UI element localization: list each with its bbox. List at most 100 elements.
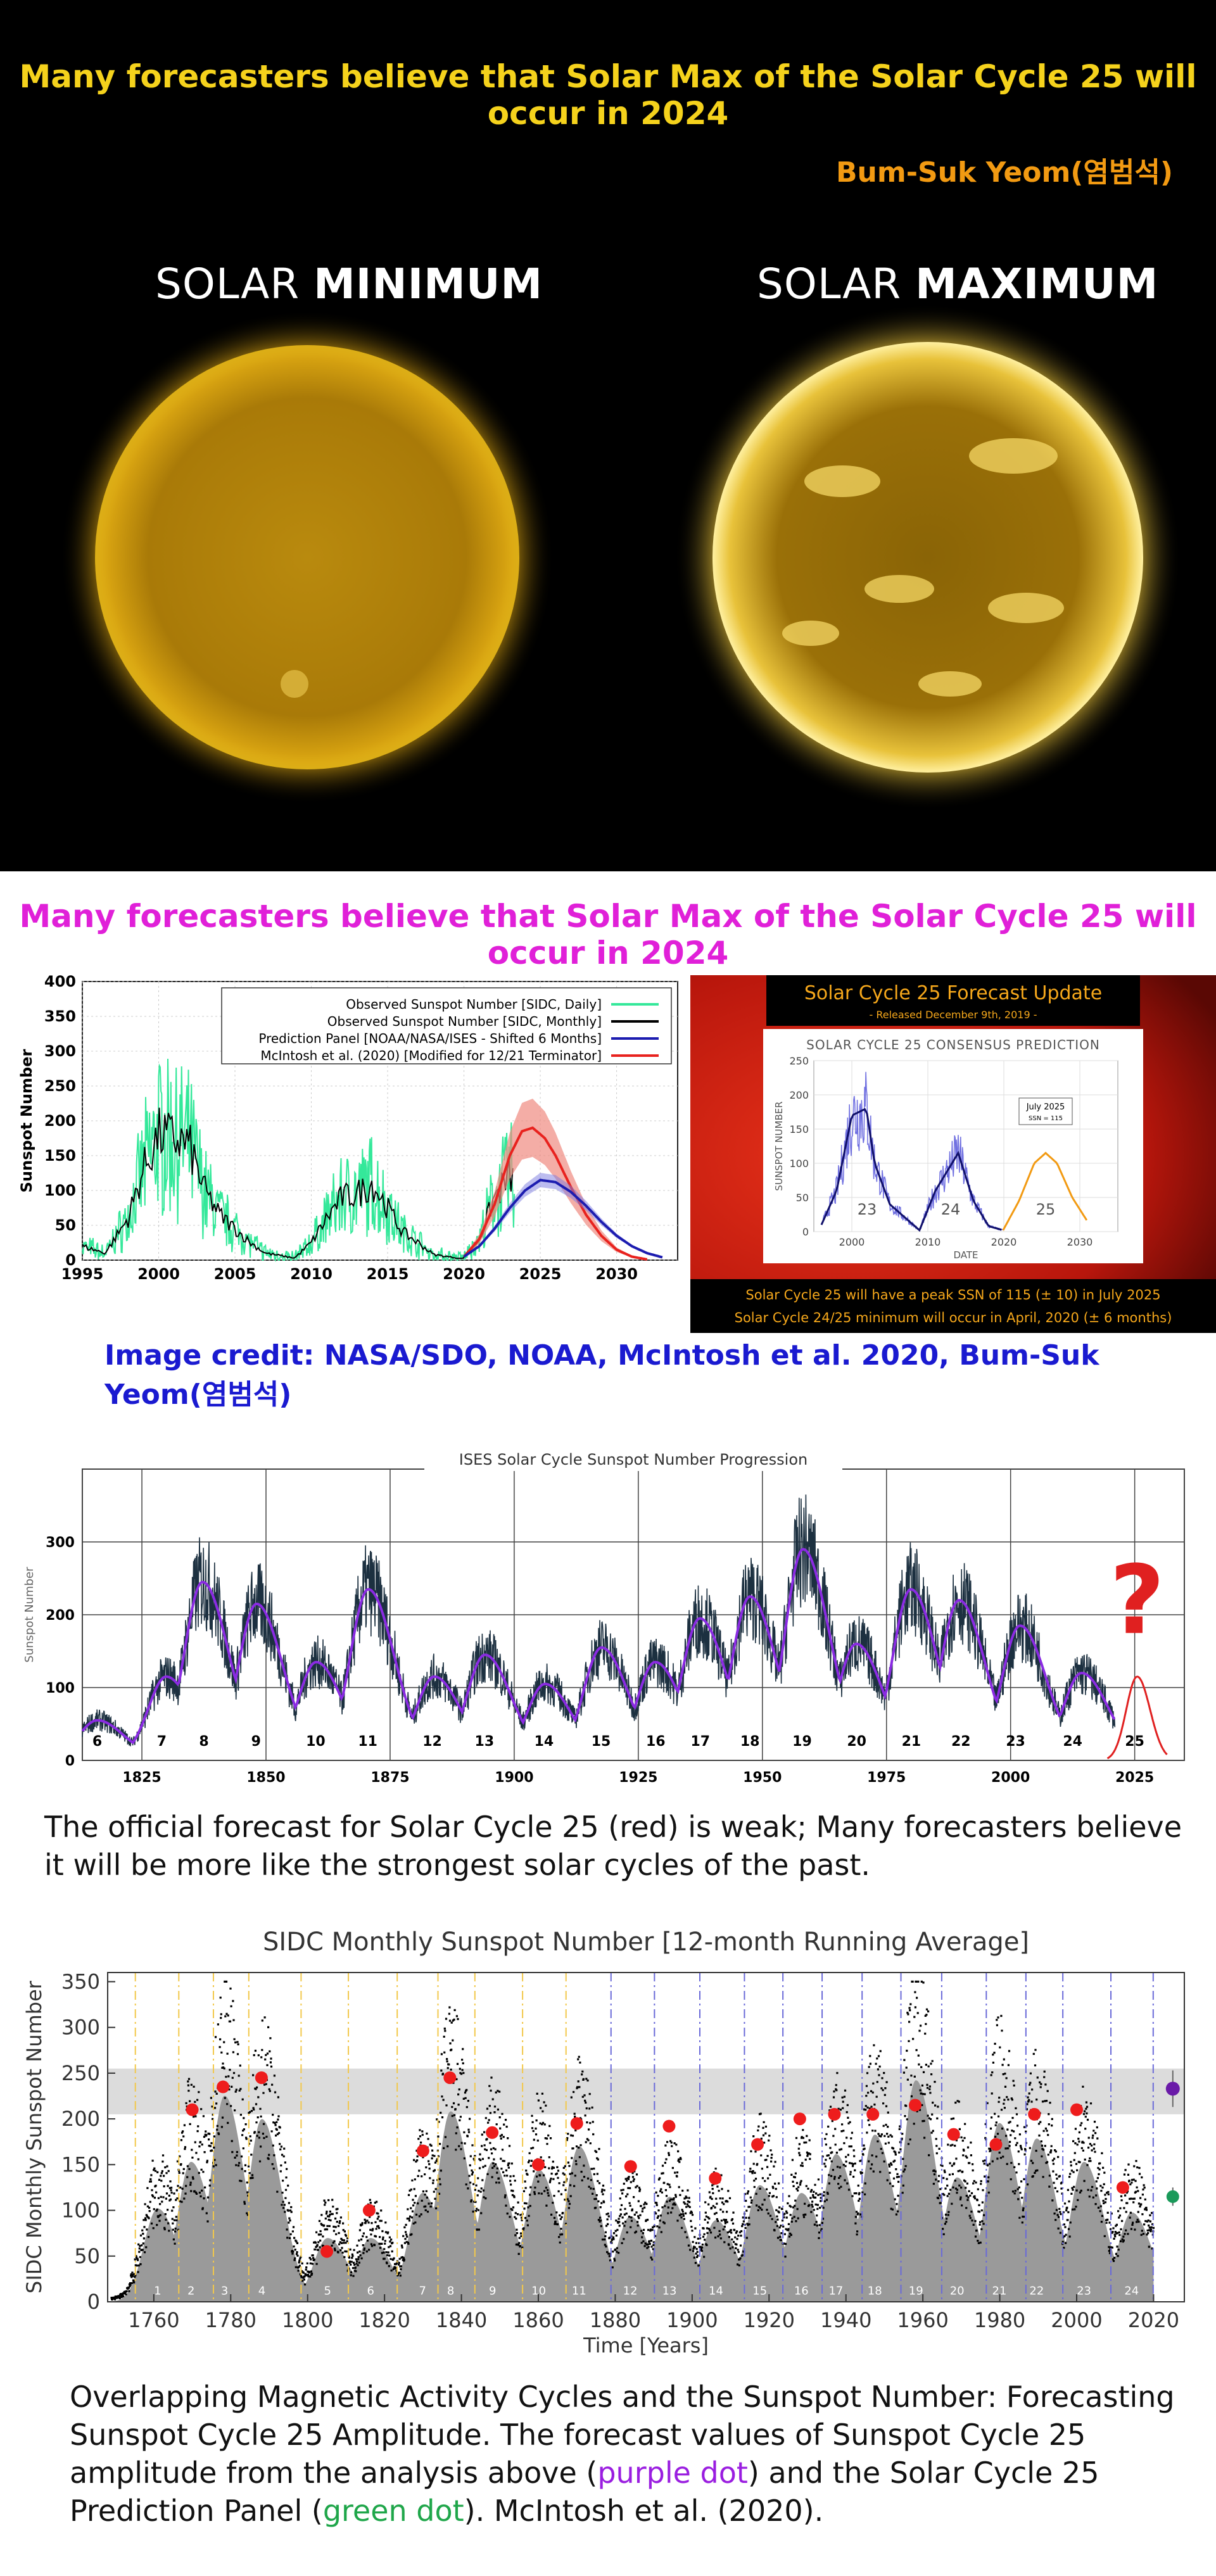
cycle-number: 9 <box>251 1734 261 1750</box>
y-tick-label: 0 <box>87 2290 100 2314</box>
cycle-number: 16 <box>794 2284 809 2297</box>
cycle-number: 22 <box>1029 2284 1044 2297</box>
sunspot-forecast-chart: 0 50 100 150 200 250 300 350 400 1995 2000 2005 2010… <box>18 973 678 1283</box>
x-tick-label: 2000 <box>991 1770 1030 1786</box>
annotation-box <box>1018 1097 1073 1125</box>
x-tick-label: 1860 <box>512 2308 564 2332</box>
cycle-number: 11 <box>572 2284 586 2297</box>
y-tick-label: 150 <box>789 1123 809 1135</box>
cycle-number: 14 <box>709 2284 723 2297</box>
red-cycle-peak-dot <box>866 2107 880 2121</box>
red-cycle-peak-dot <box>255 2071 268 2085</box>
image-credit: Image credit: NASA/SDO, NOAA, McIntosh e… <box>104 1339 1099 1411</box>
y-tick-label: 100 <box>44 1182 76 1199</box>
x-tick-label: 2025 <box>1115 1770 1154 1786</box>
x-tick-label: 1900 <box>666 2308 718 2332</box>
inner-panel <box>763 1029 1143 1263</box>
cycle-number: 18 <box>868 2284 882 2297</box>
chart-title: SIDC Monthly Sunspot Number [12-month Ru… <box>263 1928 1029 1957</box>
cycle-number: 14 <box>535 1734 554 1750</box>
red-cycle-peak-dot <box>1116 2181 1129 2194</box>
chart-title: ISES Solar Cycle Sunspot Number Progress… <box>459 1451 808 1468</box>
cycle-number: 4 <box>258 2284 265 2297</box>
purple-dot-label: purple dot <box>597 2456 748 2490</box>
legend-entry: Observed Sunspot Number [SIDC, Daily] <box>346 997 602 1012</box>
cycle-number: 6 <box>92 1734 102 1750</box>
x-axis-label: Time [Years] <box>583 2333 709 2358</box>
y-tick-label: 50 <box>796 1192 809 1204</box>
y-tick-label: 100 <box>61 2199 100 2223</box>
noaa-forecast-update: Solar Cycle 25 Forecast Update - Released… <box>690 975 1216 1333</box>
cycle-number: 21 <box>992 2284 1007 2297</box>
cycle-number: 19 <box>792 1734 812 1750</box>
x-tick-label: 2030 <box>1067 1236 1093 1248</box>
solar-minimum-label: SOLAR MINIMUM <box>155 260 543 308</box>
y-tick-label: 300 <box>61 2016 100 2040</box>
active-regions <box>782 438 1064 697</box>
monthly-sunspot-series <box>82 1494 1116 1746</box>
cycle-number: 20 <box>847 1734 866 1750</box>
cycle-number: 19 <box>909 2284 923 2297</box>
solar-maximum-sun <box>712 342 1143 773</box>
red-cycle-peak-dot <box>793 2112 806 2126</box>
x-tick-label: 1960 <box>897 2308 948 2332</box>
shaded-band <box>108 2068 1184 2114</box>
red-cycle-peak-dot <box>624 2160 637 2173</box>
x-tick-label: 1840 <box>436 2308 487 2332</box>
section-title: Many forecasters believe that Solar Max … <box>19 898 1197 971</box>
x-tick-label: 2020 <box>443 1265 485 1283</box>
x-tick-label: 2015 <box>367 1265 409 1283</box>
y-tick-label: 200 <box>789 1089 809 1101</box>
x-tick-label: 1925 <box>619 1770 657 1786</box>
x-tick-label: 2025 <box>519 1265 562 1283</box>
cycle-number: 21 <box>902 1734 922 1750</box>
x-tick-label: 1800 <box>282 2308 333 2332</box>
y-tick-label: 200 <box>61 2107 100 2131</box>
x-tick-label: 1940 <box>820 2308 871 2332</box>
x-tick-label: 1900 <box>495 1770 533 1786</box>
cycle-number: 7 <box>419 2284 426 2297</box>
cycle-number: 11 <box>358 1734 377 1750</box>
red-cycle-peak-dot <box>217 2080 230 2093</box>
x-tick-label: 1760 <box>128 2308 179 2332</box>
header-title: Many forecasters believe that Solar Max … <box>19 58 1197 132</box>
cycle-number: 13 <box>475 1734 495 1750</box>
x-tick-label: 1825 <box>122 1770 161 1786</box>
cycle-number: 5 <box>324 2284 331 2297</box>
y-tick-label: 250 <box>61 2061 100 2085</box>
forecast-subtitle: - Released December 9th, 2019 - <box>869 1009 1037 1021</box>
y-axis-label: Sunspot Number <box>23 1567 36 1663</box>
cycle-number: 6 <box>367 2284 374 2297</box>
sidc-monthly-chart: SIDC Monthly Sunspot Number [12-month Ru… <box>22 1928 1185 2358</box>
cycle-number: 10 <box>531 2284 546 2297</box>
cycle-number: 24 <box>1124 2284 1139 2297</box>
red-cycle-peak-dot <box>662 2119 676 2133</box>
x-axis-label: DATE <box>953 1249 978 1261</box>
y-tick-label: 50 <box>55 1216 76 1234</box>
plot-frame <box>107 1972 1185 2302</box>
cycle-label: 23 <box>858 1201 877 1218</box>
red-cycle-peak-dot <box>320 2245 334 2258</box>
mcintosh-uncertainty-band <box>464 1099 647 1260</box>
y-tick-label: 0 <box>65 1753 75 1769</box>
x-tick-label: 2010 <box>915 1236 941 1248</box>
y-tick-label: 100 <box>46 1681 75 1696</box>
title-bar <box>766 975 1140 1026</box>
cycle-number: 17 <box>690 1734 710 1750</box>
y-tick-label: 200 <box>46 1608 75 1624</box>
purple-forecast-dot <box>1165 2081 1180 2096</box>
red-cycle-peak-dot <box>989 2138 1003 2151</box>
cycle-number: 8 <box>447 2284 454 2297</box>
x-tick-label: 1980 <box>974 2308 1025 2332</box>
cycle-number: 7 <box>157 1734 167 1750</box>
cycle-label: 24 <box>941 1201 961 1218</box>
solar-minimum-sun <box>95 345 519 769</box>
y-tick-label: 300 <box>46 1535 75 1551</box>
red-cycle-peak-dot <box>751 2138 764 2151</box>
cycle-number: 3 <box>221 2284 228 2297</box>
cycle-number: 25 <box>1125 1734 1144 1750</box>
cycle-number: 12 <box>623 2284 638 2297</box>
cycle-number: 20 <box>950 2284 965 2297</box>
x-tick-label: 2005 <box>214 1265 256 1283</box>
